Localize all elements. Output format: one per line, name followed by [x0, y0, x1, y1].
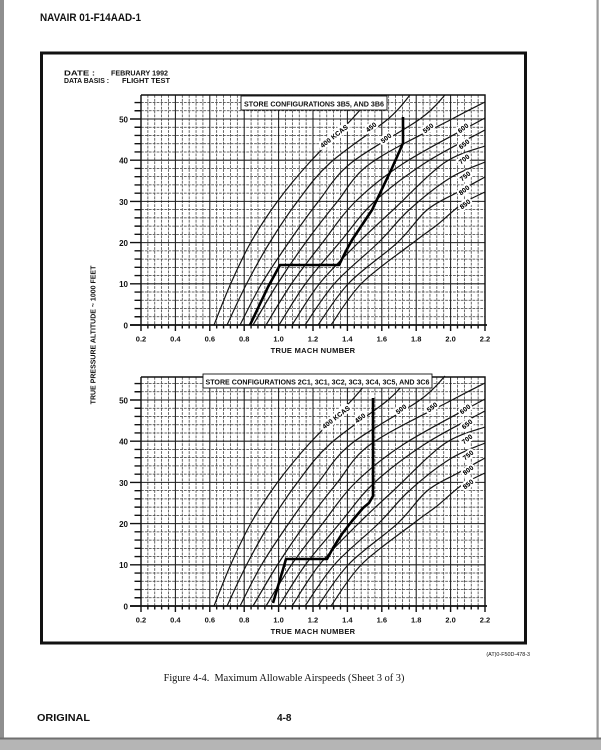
svg-text:20: 20: [119, 520, 128, 529]
svg-text:ORIGINAL: ORIGINAL: [37, 712, 91, 724]
svg-text:TRUE MACH NUMBER: TRUE MACH NUMBER: [271, 346, 356, 355]
svg-text:4-8: 4-8: [277, 712, 292, 724]
svg-text:2.2: 2.2: [480, 616, 490, 625]
svg-text:DATA BASIS :: DATA BASIS :: [64, 78, 109, 85]
svg-text:Figure 4-4. Maximum Allowable: Figure 4-4. Maximum Allowable Airspeeds …: [164, 673, 405, 684]
svg-text:1.8: 1.8: [411, 616, 421, 625]
svg-text:STORE CONFIGURATIONS 2C1, 3C1,: STORE CONFIGURATIONS 2C1, 3C1, 3C2, 3C3,…: [206, 380, 430, 387]
svg-text:FEBRUARY 1992: FEBRUARY 1992: [111, 71, 168, 78]
svg-text:1.0: 1.0: [273, 335, 283, 344]
svg-text:0.4: 0.4: [170, 616, 181, 625]
svg-text:2.0: 2.0: [445, 335, 455, 344]
svg-text:10: 10: [119, 561, 128, 570]
svg-text:TRUE MACH NUMBER: TRUE MACH NUMBER: [271, 627, 356, 636]
svg-text:30: 30: [119, 198, 128, 207]
svg-text:0.2: 0.2: [136, 616, 146, 625]
svg-text:50: 50: [119, 115, 128, 124]
svg-text:1.6: 1.6: [377, 335, 387, 344]
svg-text:1.2: 1.2: [308, 616, 318, 625]
svg-text:1.4: 1.4: [342, 335, 353, 344]
svg-text:0.8: 0.8: [239, 335, 249, 344]
svg-text:1.6: 1.6: [377, 616, 387, 625]
svg-text:30: 30: [119, 479, 128, 488]
svg-text:1.8: 1.8: [411, 335, 421, 344]
svg-text:NAVAIR 01-F14AAD-1: NAVAIR 01-F14AAD-1: [40, 12, 141, 24]
svg-text:50: 50: [119, 396, 128, 405]
svg-text:DATE :: DATE :: [64, 71, 95, 78]
svg-text:20: 20: [119, 239, 128, 248]
svg-text:1.2: 1.2: [308, 335, 318, 344]
svg-text:FLIGHT TEST: FLIGHT TEST: [122, 78, 171, 85]
svg-text:1.4: 1.4: [342, 616, 353, 625]
svg-text:0: 0: [124, 321, 129, 330]
svg-text:TRUE PRESSURE ALTITUDE ~ 1000: TRUE PRESSURE ALTITUDE ~ 1000 FEET: [91, 265, 98, 404]
svg-text:0.6: 0.6: [205, 335, 215, 344]
svg-text:10: 10: [119, 280, 128, 289]
svg-text:STORE CONFIGURATIONS 3B5, AND: STORE CONFIGURATIONS 3B5, AND 3B6: [244, 102, 384, 109]
svg-text:2.0: 2.0: [445, 616, 455, 625]
svg-text:0: 0: [124, 602, 129, 611]
svg-text:0.2: 0.2: [136, 335, 146, 344]
svg-text:0.4: 0.4: [170, 335, 181, 344]
svg-text:1.0: 1.0: [273, 616, 283, 625]
svg-text:(AT)0-F50D-478-3: (AT)0-F50D-478-3: [486, 652, 530, 658]
svg-text:2.2: 2.2: [480, 335, 490, 344]
svg-text:40: 40: [119, 438, 128, 447]
svg-text:0.6: 0.6: [205, 616, 215, 625]
svg-text:0.8: 0.8: [239, 616, 249, 625]
svg-text:40: 40: [119, 157, 128, 166]
